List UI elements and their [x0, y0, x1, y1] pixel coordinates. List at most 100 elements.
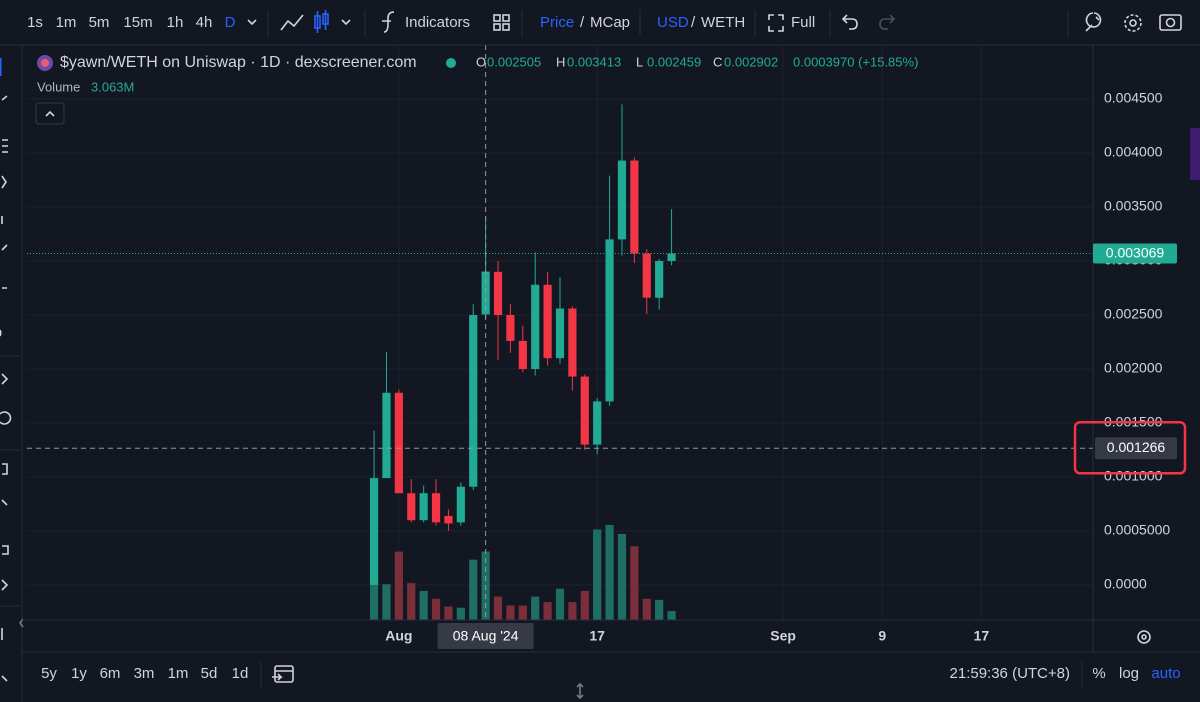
- volume-bar: [407, 583, 416, 620]
- screenshot-icon[interactable]: [1159, 14, 1182, 31]
- candle-body: [456, 486, 465, 523]
- interval-button[interactable]: 4h: [196, 14, 213, 31]
- settings-icon[interactable]: [1124, 14, 1142, 32]
- ohlc-label: L: [636, 54, 643, 69]
- mcap-toggle[interactable]: MCap: [590, 14, 630, 31]
- volume-bar: [444, 606, 453, 620]
- volume-bar: [456, 607, 465, 620]
- candle-body: [444, 515, 453, 524]
- candle-body: [407, 493, 416, 521]
- y-tick-label: 0.0005000: [1104, 522, 1170, 538]
- range-button[interactable]: 3m: [134, 665, 155, 682]
- range-button[interactable]: 5y: [41, 665, 57, 682]
- crosshair-x-box: [437, 623, 534, 649]
- fullscreen-icon[interactable]: [768, 14, 784, 32]
- volume-bar: [593, 529, 602, 620]
- candle-body: [469, 315, 478, 487]
- last-price-label: 0.003069: [1106, 244, 1165, 260]
- fullscreen-button[interactable]: Full: [791, 14, 815, 31]
- volume-bar: [580, 590, 589, 620]
- separator: /: [691, 14, 696, 31]
- volume-bar: [518, 605, 527, 620]
- volume-bar: [506, 605, 515, 620]
- range-button[interactable]: 1m: [168, 665, 189, 682]
- volume-bar: [642, 598, 651, 620]
- chart-type-dropdown[interactable]: [341, 19, 351, 26]
- symbol-title: $yawn/WETH on Uniswap · 1D · dexscreener…: [60, 54, 417, 71]
- crosshair-x-label: 08 Aug '24: [453, 628, 519, 644]
- volume-bar: [568, 602, 577, 620]
- interval-button[interactable]: 5m: [89, 14, 110, 31]
- usd-toggle[interactable]: USD: [657, 14, 689, 31]
- range-button[interactable]: 1y: [71, 665, 87, 682]
- y-tick-label: 0.004000: [1104, 144, 1163, 160]
- ohlc-value: 0.002459: [647, 54, 701, 69]
- volume-bar: [469, 559, 478, 620]
- settings-gear: [1124, 14, 1142, 32]
- drawing-tools[interactable]: [0, 95, 12, 682]
- volume-bar: [394, 551, 403, 620]
- ohlc-change: 0.0003970 (+15.85%): [793, 54, 918, 69]
- resize-handle[interactable]: [576, 682, 584, 700]
- ohlc-value: 0.003413: [567, 54, 621, 69]
- alert-icon[interactable]: [1085, 12, 1102, 32]
- candle-body: [431, 493, 441, 523]
- calendar-arrow: [272, 670, 293, 681]
- layout-icon[interactable]: [493, 14, 510, 31]
- clock: 21:59:36 (UTC+8): [950, 665, 1070, 682]
- percent-toggle[interactable]: %: [1092, 665, 1105, 682]
- candle-body: [555, 308, 565, 359]
- candle-body: [394, 392, 403, 494]
- range-button[interactable]: 5d: [201, 665, 218, 682]
- ohlc-label: O: [476, 54, 486, 69]
- tool-icons: [0, 95, 12, 682]
- ohlc-value: 0.002505: [487, 54, 541, 69]
- volume-label: Volume: [37, 79, 80, 94]
- candle-body: [506, 315, 515, 341]
- candle-body: [580, 376, 589, 445]
- candle-icon[interactable]: [314, 10, 329, 33]
- candle-body: [617, 160, 627, 240]
- interval-button[interactable]: D: [225, 14, 236, 31]
- goto-date-icon[interactable]: [272, 665, 294, 683]
- indicators-button[interactable]: Indicators: [405, 14, 470, 31]
- indicators-icon[interactable]: [382, 11, 395, 33]
- range-button[interactable]: 1d: [232, 665, 249, 682]
- volume-bar: [605, 525, 614, 620]
- layout-icon-cell: [493, 14, 501, 22]
- volume-bar: [493, 596, 503, 620]
- edge-strip: [1190, 128, 1200, 180]
- y-tick-label: 0.002500: [1104, 306, 1163, 322]
- range-button[interactable]: 6m: [100, 665, 121, 682]
- auto-toggle[interactable]: auto: [1151, 665, 1180, 682]
- collapse-legend-button[interactable]: [35, 102, 65, 125]
- undo-button[interactable]: [841, 14, 858, 30]
- interval-button[interactable]: 15m: [123, 14, 152, 31]
- log-toggle[interactable]: log: [1119, 665, 1139, 682]
- axis-settings-icon[interactable]: [1137, 630, 1151, 644]
- candle-body: [493, 271, 503, 316]
- candle-body: [655, 261, 664, 298]
- price-toggle[interactable]: Price: [540, 14, 574, 31]
- y-tick-label: 0.002000: [1104, 360, 1163, 376]
- candle-body: [382, 392, 391, 479]
- ohlc-value: 0.002902: [724, 54, 778, 69]
- axis-overlay: 0.00000.00050000.0010000.0015000.0020000…: [385, 90, 1187, 649]
- layout-icon-cell: [502, 23, 510, 31]
- volume-bar: [630, 546, 639, 620]
- candle-body: [568, 308, 577, 377]
- line-chart-icon[interactable]: [280, 14, 304, 31]
- last-price-box: [1093, 243, 1177, 264]
- candle-body: [605, 239, 614, 402]
- weth-toggle[interactable]: WETH: [701, 14, 745, 31]
- candle-body: [518, 340, 527, 370]
- interval-button[interactable]: 1s: [27, 14, 43, 31]
- interval-dropdown[interactable]: [247, 19, 257, 26]
- volume-bar: [617, 533, 627, 620]
- interval-button[interactable]: 1m: [56, 14, 77, 31]
- camera-body: [1159, 14, 1182, 31]
- interval-button[interactable]: 1h: [167, 14, 184, 31]
- candle-body: [419, 493, 428, 521]
